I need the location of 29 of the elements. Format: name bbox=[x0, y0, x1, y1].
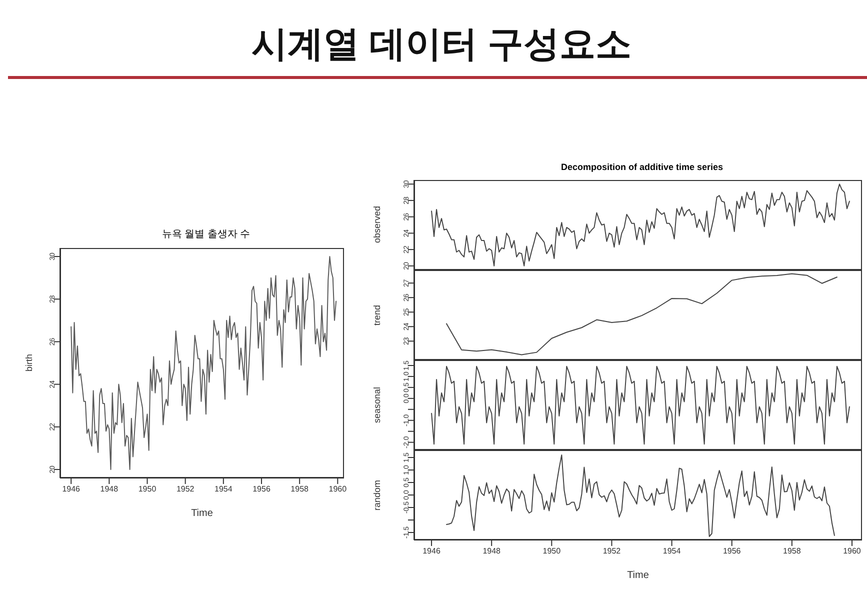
text: 시계열 데이터 구성요소 bbox=[250, 22, 632, 66]
y-axis-title: observed bbox=[372, 206, 382, 244]
line-series bbox=[431, 366, 850, 445]
x-tick-label: 1956 bbox=[252, 484, 271, 494]
line-series bbox=[446, 273, 838, 356]
x-tick-label: 1960 bbox=[843, 546, 862, 556]
x-axis-title: Time bbox=[627, 570, 650, 581]
x-axis-title: Time bbox=[191, 508, 214, 519]
chart-title: Decomposition of additive time series bbox=[560, 161, 724, 174]
x-tick-label: 1946 bbox=[422, 546, 441, 556]
y-axis-title: trend bbox=[372, 304, 382, 326]
x-tick-label: 1950 bbox=[138, 484, 157, 494]
x-tick-label: 1956 bbox=[722, 546, 742, 556]
x-tick-label: 1958 bbox=[290, 484, 310, 494]
x-tick-label: 1948 bbox=[100, 484, 119, 494]
y-axis-title: seasonal bbox=[372, 386, 382, 424]
x-tick-label: 1948 bbox=[482, 546, 502, 556]
x-tick-label: 1952 bbox=[176, 484, 195, 494]
y-axis-title: birth bbox=[24, 354, 34, 372]
x-tick-label: 1954 bbox=[214, 484, 233, 494]
x-tick-label: 1950 bbox=[542, 546, 562, 556]
chart-title: 뉴욕 월별 출생자 수 bbox=[160, 228, 252, 242]
x-tick-label: 1952 bbox=[602, 546, 622, 556]
x-tick-label: 1954 bbox=[662, 546, 682, 556]
x-tick-label: 1958 bbox=[783, 546, 802, 556]
x-tick-label: 1960 bbox=[328, 484, 348, 494]
x-tick-label: 1946 bbox=[62, 484, 81, 494]
y-axis-title: random bbox=[372, 480, 382, 510]
line-series bbox=[446, 454, 835, 537]
